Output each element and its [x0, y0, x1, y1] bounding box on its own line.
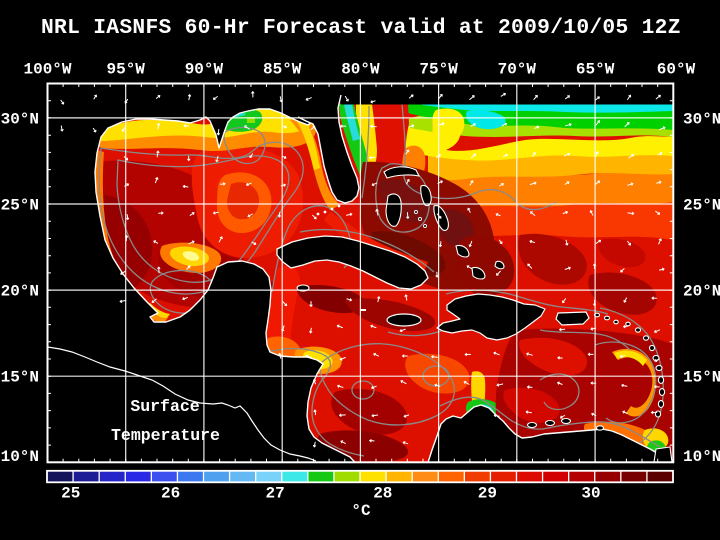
svg-text:15°N: 15°N	[683, 369, 720, 387]
svg-text:30: 30	[581, 484, 600, 502]
svg-text:95°W: 95°W	[106, 61, 145, 79]
svg-text:90°W: 90°W	[185, 61, 224, 79]
svg-text:100°W: 100°W	[23, 61, 71, 79]
svg-text:85°W: 85°W	[263, 61, 302, 79]
svg-text:26: 26	[161, 484, 180, 502]
svg-text:30°N: 30°N	[683, 110, 720, 128]
svg-text:30°N: 30°N	[1, 110, 39, 128]
svg-text:70°W: 70°W	[498, 61, 537, 79]
svg-text:75°W: 75°W	[419, 61, 458, 79]
svg-text:20°N: 20°N	[683, 283, 720, 301]
svg-text:65°W: 65°W	[576, 61, 615, 79]
svg-text:20°N: 20°N	[1, 283, 39, 301]
svg-text:25: 25	[61, 484, 80, 502]
svg-text:Temperature: Temperature	[111, 426, 220, 445]
svg-text:15°N: 15°N	[1, 369, 39, 387]
svg-text:NRL IASNFS 60-Hr Forecast val: NRL IASNFS 60-Hr Forecast valid at 2009/…	[41, 16, 681, 40]
svg-text:Surface: Surface	[130, 397, 199, 416]
svg-text:29: 29	[478, 484, 497, 502]
svg-text:80°W: 80°W	[341, 61, 380, 79]
svg-text:60°W: 60°W	[657, 61, 696, 79]
svg-text:10°N: 10°N	[1, 448, 39, 466]
svg-text:28: 28	[373, 484, 392, 502]
svg-text:27: 27	[265, 484, 284, 502]
svg-text:25°N: 25°N	[1, 196, 39, 214]
svg-text:10°N: 10°N	[683, 448, 720, 466]
svg-text:25°N: 25°N	[683, 196, 720, 214]
svg-text:°C: °C	[351, 502, 371, 520]
